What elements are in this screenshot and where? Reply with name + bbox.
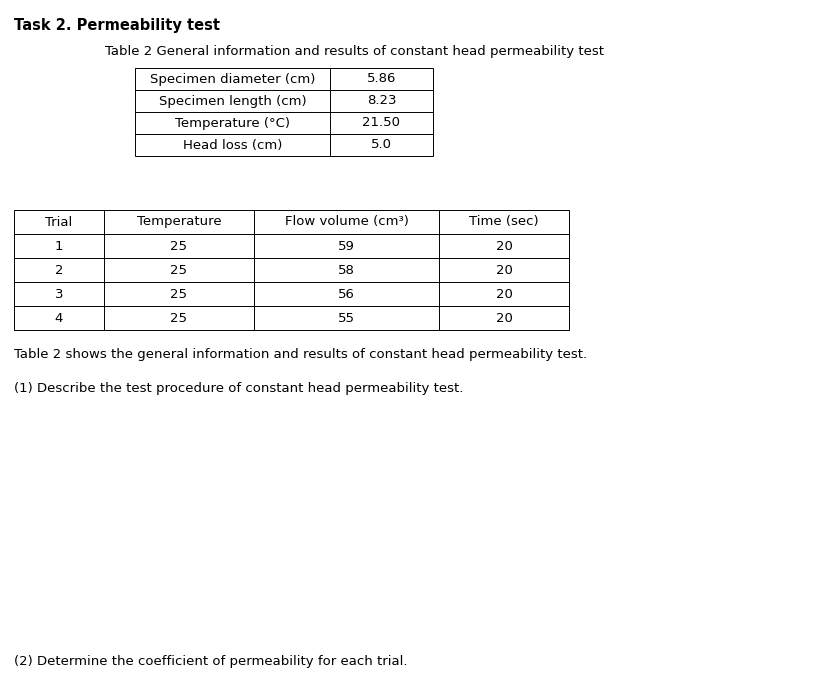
Text: Task 2. Permeability test: Task 2. Permeability test (14, 18, 220, 33)
Text: Table 2 General information and results of constant head permeability test: Table 2 General information and results … (105, 45, 603, 58)
Text: 25: 25 (170, 312, 187, 325)
Text: 21.50: 21.50 (362, 117, 400, 130)
Text: 8.23: 8.23 (366, 95, 396, 108)
Text: 56: 56 (337, 288, 355, 301)
Text: (2) Determine the coefficient of permeability for each trial.: (2) Determine the coefficient of permeab… (14, 655, 407, 668)
Text: 5.86: 5.86 (366, 72, 395, 85)
Text: 20: 20 (495, 288, 512, 301)
Text: 20: 20 (495, 239, 512, 252)
Text: 2: 2 (55, 263, 63, 276)
Bar (135, 68, 433, 156)
Text: 5.0: 5.0 (370, 138, 391, 151)
Text: 25: 25 (170, 288, 187, 301)
Bar (14, 210, 568, 330)
Text: Trial: Trial (45, 216, 73, 228)
Text: Temperature (°C): Temperature (°C) (174, 117, 289, 130)
Text: Specimen length (cm): Specimen length (cm) (159, 95, 306, 108)
Text: 58: 58 (337, 263, 355, 276)
Text: 20: 20 (495, 263, 512, 276)
Text: (1) Describe the test procedure of constant head permeability test.: (1) Describe the test procedure of const… (14, 382, 463, 395)
Text: 25: 25 (170, 239, 187, 252)
Text: 4: 4 (55, 312, 63, 325)
Text: 25: 25 (170, 263, 187, 276)
Text: Flow volume (cm³): Flow volume (cm³) (284, 216, 408, 228)
Text: 20: 20 (495, 312, 512, 325)
Text: 3: 3 (55, 288, 63, 301)
Text: 55: 55 (337, 312, 355, 325)
Text: Table 2 shows the general information and results of constant head permeability : Table 2 shows the general information an… (14, 348, 586, 361)
Text: Specimen diameter (cm): Specimen diameter (cm) (150, 72, 315, 85)
Text: Head loss (cm): Head loss (cm) (183, 138, 282, 151)
Text: 1: 1 (55, 239, 63, 252)
Text: Time (sec): Time (sec) (469, 216, 538, 228)
Text: Temperature: Temperature (136, 216, 221, 228)
Text: 59: 59 (337, 239, 355, 252)
